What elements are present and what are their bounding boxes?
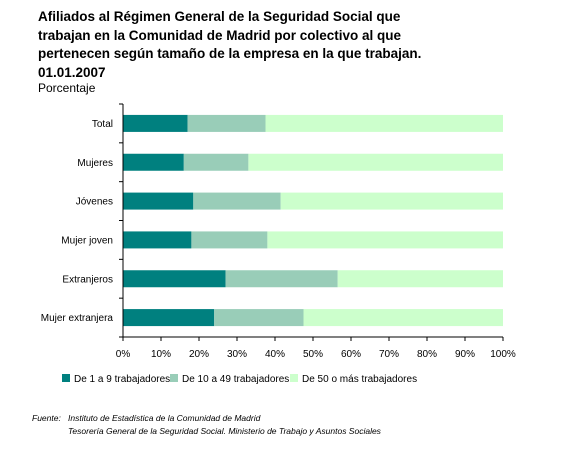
category-label: Mujeres bbox=[77, 158, 113, 169]
category-label: Jóvenes bbox=[76, 197, 113, 208]
bar-segment bbox=[123, 231, 192, 249]
source-line-1: Instituto de Estadística de la Comunidad… bbox=[68, 413, 261, 423]
chart-subtitle: Porcentaje bbox=[38, 81, 96, 95]
axes-group: Total Mujeres Jóvenes Mujer joven Extranjero… bbox=[41, 103, 516, 360]
bar-segment bbox=[280, 192, 503, 210]
x-tick-label: 40% bbox=[265, 349, 285, 360]
category-label: Mujer extranjera bbox=[41, 313, 114, 324]
x-tick-label: 10% bbox=[151, 349, 171, 360]
bar-segment bbox=[123, 114, 188, 132]
bars-group bbox=[123, 114, 503, 327]
bar-segment bbox=[337, 270, 503, 288]
bar-segment bbox=[193, 192, 281, 210]
legend-swatch bbox=[290, 374, 298, 382]
category-label: Mujer joven bbox=[61, 235, 113, 246]
bar-segment bbox=[225, 270, 338, 288]
legend: De 1 a 9 trabajadores De 10 a 49 trabajad… bbox=[62, 374, 417, 385]
legend-swatch bbox=[170, 374, 178, 382]
legend-label: De 10 a 49 trabajadores bbox=[182, 374, 289, 385]
bar-segment bbox=[214, 309, 304, 327]
x-tick-label: 30% bbox=[227, 349, 247, 360]
source-label: Fuente: bbox=[32, 413, 61, 423]
x-tick-label: 60% bbox=[341, 349, 361, 360]
bar-segment bbox=[123, 270, 226, 288]
bar-segment bbox=[123, 153, 184, 171]
bar-segment bbox=[183, 153, 249, 171]
legend-label: De 1 a 9 trabajadores bbox=[74, 374, 170, 385]
bar-segment bbox=[303, 309, 503, 327]
bar-segment bbox=[265, 114, 503, 132]
x-tick-label: 90% bbox=[455, 349, 475, 360]
x-tick-label: 100% bbox=[490, 349, 516, 360]
x-tick-label: 70% bbox=[379, 349, 399, 360]
category-label: Extranjeros bbox=[62, 274, 113, 285]
bar-segment bbox=[187, 114, 266, 132]
category-label: Total bbox=[92, 119, 113, 130]
bar-segment bbox=[123, 309, 215, 327]
source-line-2: Tesorería General de la Seguridad Social… bbox=[68, 426, 381, 436]
x-tick-label: 0% bbox=[116, 349, 131, 360]
bar-segment bbox=[191, 231, 268, 249]
bar-segment bbox=[123, 192, 194, 210]
x-tick-label: 50% bbox=[303, 349, 323, 360]
bar-segment bbox=[248, 153, 503, 171]
x-tick-label: 80% bbox=[417, 349, 437, 360]
source-note: Fuente: Instituto de Estadística de la Co… bbox=[32, 412, 381, 438]
bar-segment bbox=[267, 231, 503, 249]
legend-label: De 50 o más trabajadores bbox=[302, 374, 417, 385]
x-tick-label: 20% bbox=[189, 349, 209, 360]
legend-swatch bbox=[62, 374, 70, 382]
chart-title: Afiliados al Régimen General de la Segur… bbox=[38, 9, 422, 80]
